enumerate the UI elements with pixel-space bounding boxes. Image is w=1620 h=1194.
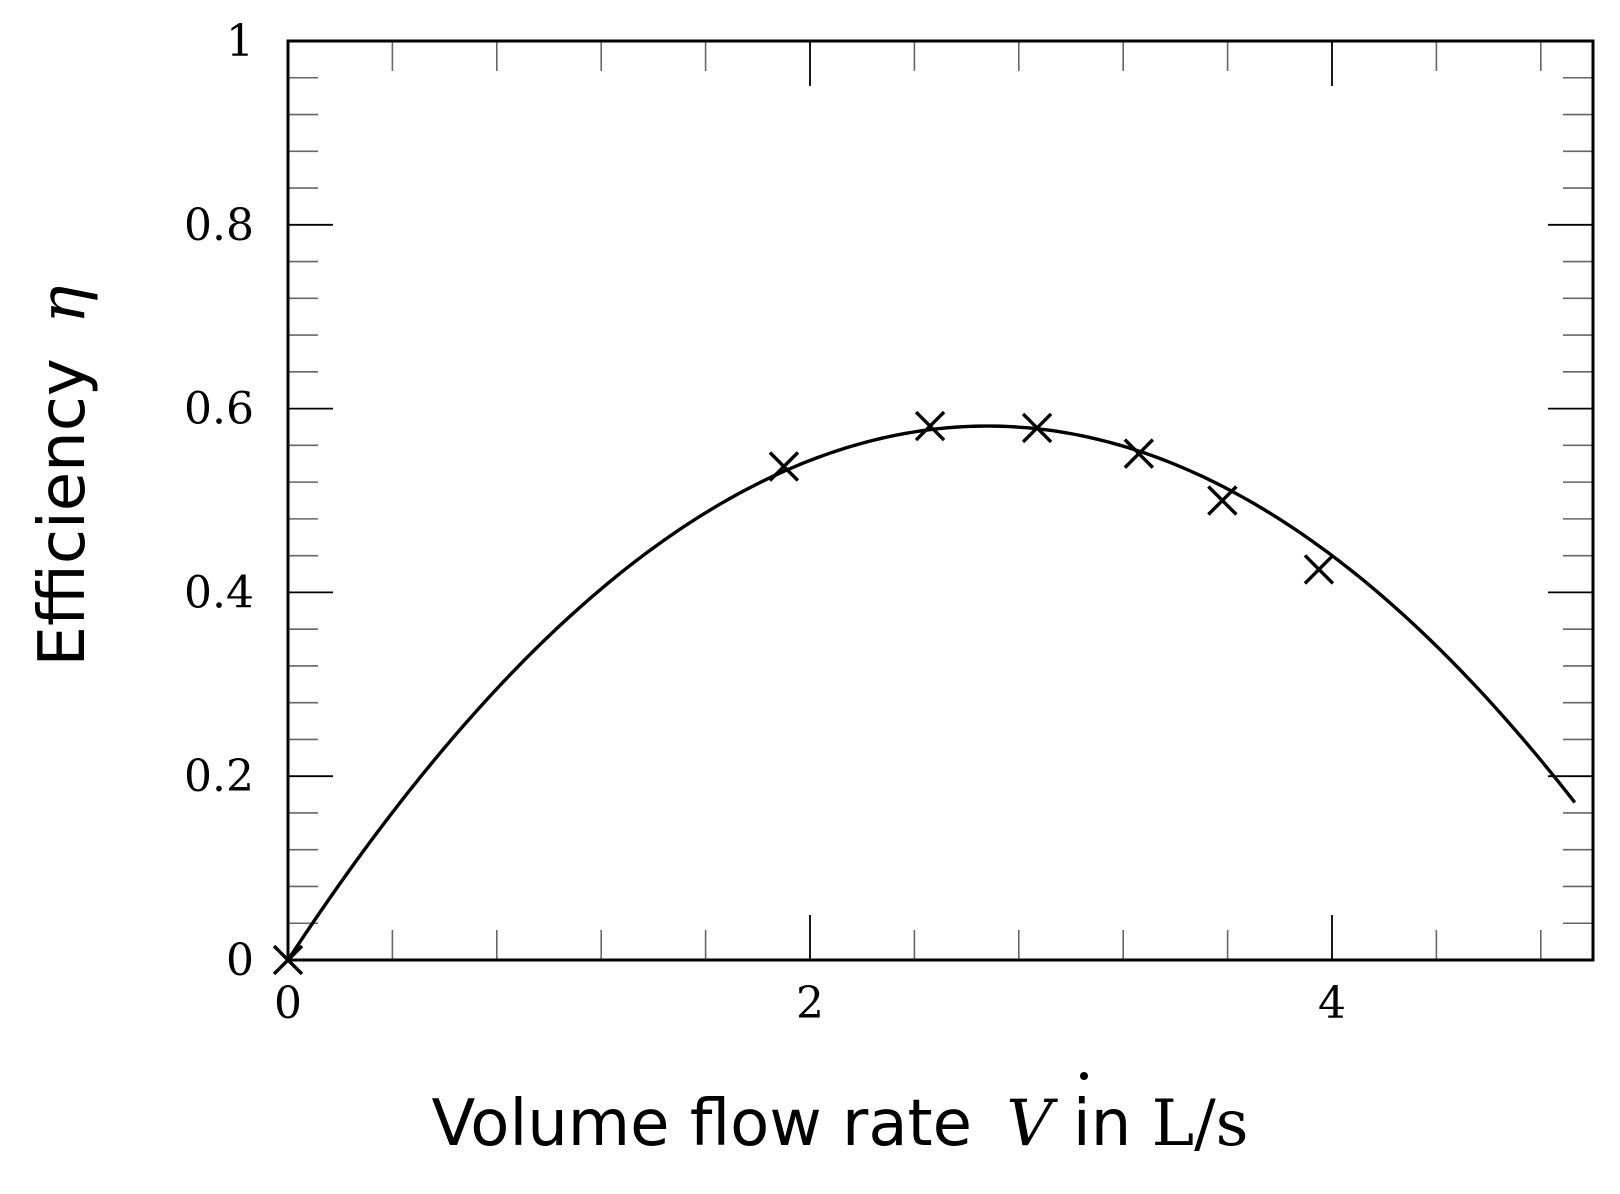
y-axis-symbol: η	[26, 286, 100, 324]
x-axis-symbol-dot	[1080, 1072, 1088, 1080]
marker-stroke	[1123, 438, 1155, 469]
plot-frame	[286, 39, 1595, 962]
x-axis-unit: L/s	[1152, 1087, 1249, 1161]
data-markers	[272, 410, 1335, 976]
y-axis-title: Efficiency η	[26, 286, 100, 667]
y-tick-labels: 0 0.2 0.4 0.6 0.8 1	[184, 16, 254, 986]
fit-curve	[286, 424, 1577, 961]
data-point-marker	[768, 451, 800, 482]
marker-stroke	[914, 410, 946, 442]
data-point-marker	[914, 410, 946, 442]
y-tick-label: 0	[226, 935, 254, 986]
x-tick-label: 0	[274, 978, 302, 1029]
y-tick-label: 0.8	[184, 200, 254, 251]
x-tick-label: 4	[1318, 978, 1346, 1029]
marker-stroke	[1207, 485, 1238, 516]
data-point-marker	[1123, 438, 1155, 469]
minor-ticks	[288, 41, 1593, 960]
y-axis-title-text: Efficiency	[26, 358, 100, 666]
x-tick-label: 2	[796, 978, 824, 1029]
marker-stroke	[768, 451, 800, 482]
x-axis-symbol: V	[1006, 1087, 1058, 1161]
data-point-marker	[1303, 554, 1335, 585]
y-tick-label: 1	[226, 16, 254, 67]
y-tick-label: 0.4	[184, 567, 254, 618]
marker-stroke	[1303, 554, 1335, 585]
major-ticks	[287, 40, 1593, 961]
x-tick-labels: 0 2 4	[274, 978, 1346, 1029]
x-axis-unit-prefix: in	[1053, 1087, 1152, 1161]
data-point-marker	[1207, 485, 1238, 516]
x-axis-title: Volume flow rate V in L/s	[431, 1087, 1248, 1161]
x-axis-title-text: Volume flow rate	[431, 1087, 972, 1161]
marker-stroke	[1021, 412, 1053, 444]
y-tick-label: 0.6	[184, 384, 254, 435]
y-tick-label: 0.2	[184, 751, 254, 802]
data-point-marker	[1021, 412, 1053, 444]
